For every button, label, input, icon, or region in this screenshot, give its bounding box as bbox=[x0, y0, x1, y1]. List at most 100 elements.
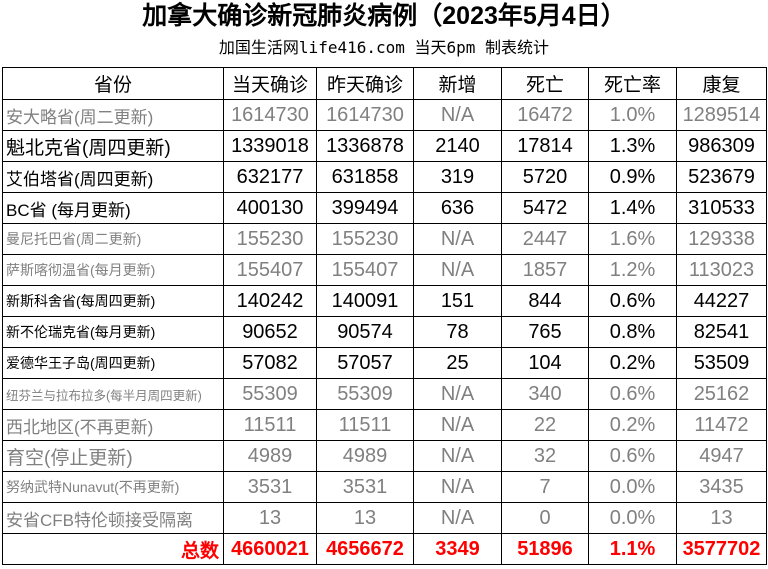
cell-province: 纽芬兰与拉布拉多(每半月周四更新) bbox=[2, 378, 224, 410]
cell-deaths: 340 bbox=[501, 378, 589, 410]
cell-recovered: 44227 bbox=[676, 285, 767, 317]
cell-yesterday-confirmed: 57057 bbox=[316, 347, 414, 379]
table-row: 魁北克省(周四更新) 1339018 1336878 2140 17814 1.3% 986… bbox=[2, 130, 767, 162]
cell-deaths: 22 bbox=[501, 409, 589, 441]
column-header-new-cases: 新增 bbox=[413, 67, 502, 100]
cell-death-rate: 1.3% bbox=[588, 130, 677, 162]
cell-deaths: 844 bbox=[501, 285, 589, 317]
table-row: 新斯科舍省(每周四更新) 140242 140091 151 844 0.6% 44227 bbox=[2, 285, 767, 317]
cell-yesterday-confirmed: 399494 bbox=[316, 192, 414, 224]
cell-today-confirmed: 155230 bbox=[223, 223, 317, 255]
cell-deaths: 104 bbox=[501, 347, 589, 379]
cell-province: 新斯科舍省(每周四更新) bbox=[2, 285, 224, 317]
cell-yesterday-confirmed: 11511 bbox=[316, 409, 414, 441]
column-header-yesterday-confirmed: 昨天确诊 bbox=[316, 67, 414, 100]
cell-yesterday-confirmed: 90574 bbox=[316, 316, 414, 348]
cell-today-confirmed: 4989 bbox=[223, 440, 317, 472]
table-row: 努纳武特Nunavut(不再更新) 3531 3531 N/A 7 0.0% 3435 bbox=[2, 471, 767, 503]
cell-yesterday-confirmed: 1336878 bbox=[316, 130, 414, 162]
covid-cases-table: 省份 当天确诊 昨天确诊 新增 死亡 死亡率 康复 安大略省(周二更新) 1614730 161… bbox=[2, 67, 767, 565]
cell-new-cases: 25 bbox=[413, 347, 502, 379]
table-row: 安大略省(周二更新) 1614730 1614730 N/A 16472 1.0% 1289… bbox=[2, 99, 767, 131]
cell-deaths: 1857 bbox=[501, 254, 589, 286]
cell-recovered: 53509 bbox=[676, 347, 767, 379]
cell-province: 新不伦瑞克省(每月更新) bbox=[2, 316, 224, 348]
cell-today-confirmed: 55309 bbox=[223, 378, 317, 410]
cell-today-confirmed: 57082 bbox=[223, 347, 317, 379]
column-header-recovered: 康复 bbox=[676, 67, 767, 100]
cell-recovered: 113023 bbox=[676, 254, 767, 286]
total-new-cases: 3349 bbox=[413, 533, 502, 565]
cell-death-rate: 1.0% bbox=[588, 99, 677, 131]
cell-today-confirmed: 13 bbox=[223, 502, 317, 534]
cell-yesterday-confirmed: 1614730 bbox=[316, 99, 414, 131]
cell-recovered: 1289514 bbox=[676, 99, 767, 131]
cell-yesterday-confirmed: 3531 bbox=[316, 471, 414, 503]
cell-death-rate: 1.6% bbox=[588, 223, 677, 255]
cell-new-cases: N/A bbox=[413, 471, 502, 503]
cell-death-rate: 0.0% bbox=[588, 502, 677, 534]
cell-recovered: 25162 bbox=[676, 378, 767, 410]
cell-yesterday-confirmed: 140091 bbox=[316, 285, 414, 317]
cell-death-rate: 1.4% bbox=[588, 192, 677, 224]
total-today-confirmed: 4660021 bbox=[223, 533, 317, 565]
total-row: 总数 4660021 4656672 3349 51896 1.1% 3577702 bbox=[2, 533, 767, 565]
cell-province: 魁北克省(周四更新) bbox=[2, 130, 224, 162]
cell-deaths: 5720 bbox=[501, 161, 589, 193]
cell-new-cases: N/A bbox=[413, 378, 502, 410]
cell-deaths: 16472 bbox=[501, 99, 589, 131]
cell-deaths: 17814 bbox=[501, 130, 589, 162]
cell-today-confirmed: 1339018 bbox=[223, 130, 317, 162]
header-row: 省份 当天确诊 昨天确诊 新增 死亡 死亡率 康复 bbox=[2, 67, 767, 100]
cell-today-confirmed: 155407 bbox=[223, 254, 317, 286]
cell-death-rate: 1.2% bbox=[588, 254, 677, 286]
cell-new-cases: N/A bbox=[413, 502, 502, 534]
cell-recovered: 82541 bbox=[676, 316, 767, 348]
column-header-today-confirmed: 当天确诊 bbox=[223, 67, 317, 100]
cell-province: 安省CFB特伦顿接受隔离 bbox=[2, 502, 224, 534]
cell-recovered: 11472 bbox=[676, 409, 767, 441]
table-row: 艾伯塔省(周四更新) 632177 631858 319 5720 0.9% 523679 bbox=[2, 161, 767, 193]
cell-deaths: 7 bbox=[501, 471, 589, 503]
table-row: 新不伦瑞克省(每月更新) 90652 90574 78 765 0.8% 82541 bbox=[2, 316, 767, 348]
page-title: 加拿大确诊新冠肺炎病例（2023年5月4日） bbox=[142, 2, 626, 30]
total-province: 总数 bbox=[2, 533, 224, 565]
cell-recovered: 523679 bbox=[676, 161, 767, 193]
cell-today-confirmed: 632177 bbox=[223, 161, 317, 193]
cell-province: 艾伯塔省(周四更新) bbox=[2, 161, 224, 193]
total-death-rate: 1.1% bbox=[588, 533, 677, 565]
cell-deaths: 765 bbox=[501, 316, 589, 348]
cell-province: 萨斯喀彻温省(每月更新) bbox=[2, 254, 224, 286]
cell-death-rate: 0.9% bbox=[588, 161, 677, 193]
cell-death-rate: 0.2% bbox=[588, 347, 677, 379]
cell-death-rate: 0.2% bbox=[588, 409, 677, 441]
page-subtitle: 加国生活网life416.com 当天6pm 制表统计 bbox=[218, 38, 550, 57]
cell-today-confirmed: 11511 bbox=[223, 409, 317, 441]
cell-deaths: 32 bbox=[501, 440, 589, 472]
cell-new-cases: N/A bbox=[413, 409, 502, 441]
cell-today-confirmed: 1614730 bbox=[223, 99, 317, 131]
cell-new-cases: 151 bbox=[413, 285, 502, 317]
cell-province: 努纳武特Nunavut(不再更新) bbox=[2, 471, 224, 503]
cell-new-cases: N/A bbox=[413, 223, 502, 255]
cell-province: 育空(停止更新) bbox=[2, 440, 224, 472]
cell-new-cases: 636 bbox=[413, 192, 502, 224]
cell-recovered: 4947 bbox=[676, 440, 767, 472]
cell-today-confirmed: 3531 bbox=[223, 471, 317, 503]
cell-yesterday-confirmed: 55309 bbox=[316, 378, 414, 410]
cell-recovered: 13 bbox=[676, 502, 767, 534]
cell-new-cases: 2140 bbox=[413, 130, 502, 162]
column-header-deaths: 死亡 bbox=[501, 67, 589, 100]
cell-province: 安大略省(周二更新) bbox=[2, 99, 224, 131]
table-row: 萨斯喀彻温省(每月更新) 155407 155407 N/A 1857 1.2% 11302… bbox=[2, 254, 767, 286]
table-row: 西北地区(不再更新) 11511 11511 N/A 22 0.2% 11472 bbox=[2, 409, 767, 441]
cell-today-confirmed: 400130 bbox=[223, 192, 317, 224]
total-recovered: 3577702 bbox=[676, 533, 767, 565]
cell-yesterday-confirmed: 155230 bbox=[316, 223, 414, 255]
cell-death-rate: 0.6% bbox=[588, 378, 677, 410]
cell-death-rate: 0.8% bbox=[588, 316, 677, 348]
cell-new-cases: 78 bbox=[413, 316, 502, 348]
cell-new-cases: N/A bbox=[413, 440, 502, 472]
table-row: 爱德华王子岛(周四更新) 57082 57057 25 104 0.2% 53509 bbox=[2, 347, 767, 379]
column-header-province: 省份 bbox=[2, 67, 224, 100]
